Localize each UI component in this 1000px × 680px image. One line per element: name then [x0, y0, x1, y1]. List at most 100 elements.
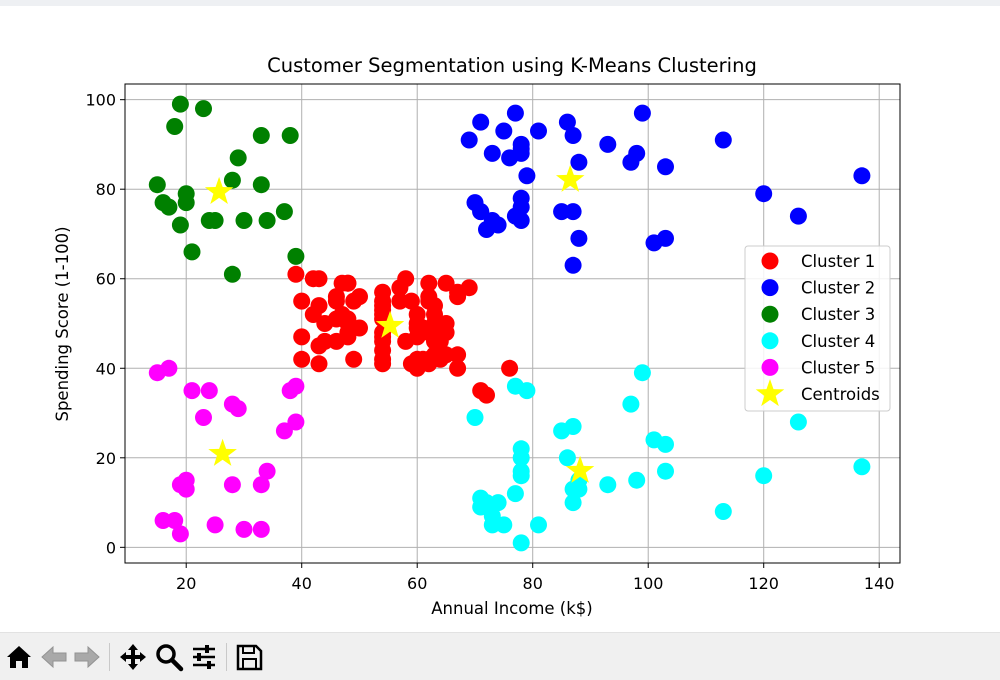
data-point: [171, 95, 189, 113]
chart-title: Customer Segmentation using K-Means Clus…: [267, 54, 757, 77]
data-point: [449, 288, 467, 306]
data-point: [166, 118, 184, 135]
data-point: [506, 485, 524, 503]
x-axis-label: Annual Income (k$): [431, 599, 593, 618]
data-point: [633, 364, 651, 382]
data-point: [287, 247, 305, 265]
data-point: [483, 507, 501, 525]
data-point: [160, 359, 178, 377]
y-axis-label: Spending Score (1-100): [53, 226, 72, 421]
x-tick-label: 20: [176, 574, 196, 593]
data-point: [287, 265, 305, 283]
data-point: [530, 516, 547, 534]
y-tick-label: 80: [96, 180, 116, 199]
data-point: [564, 256, 582, 274]
data-point: [437, 315, 455, 332]
y-tick-label: 100: [85, 91, 116, 110]
data-point: [235, 212, 253, 229]
data-point: [518, 382, 536, 400]
sliders-icon: [193, 645, 215, 669]
figure-canvas: Customer Segmentation using K-Means Clus…: [0, 6, 1000, 632]
legend: Cluster 1 Cluster 2 Cluster 3 Cluster 4 Clus…: [744, 245, 891, 412]
data-point: [183, 382, 201, 400]
legend-label: Centroids: [801, 385, 880, 404]
data-point: [628, 471, 646, 489]
data-point: [657, 435, 674, 453]
data-point: [558, 449, 576, 467]
save-icon: [236, 644, 263, 671]
data-point: [512, 449, 530, 467]
data-point: [599, 476, 617, 494]
data-point: [223, 476, 241, 494]
window-top-strip: [0, 0, 1000, 6]
navigation-toolbar: [0, 632, 1000, 680]
data-point: [160, 198, 178, 216]
data-point: [177, 480, 195, 498]
data-point: [287, 377, 305, 395]
data-point: [489, 494, 507, 512]
data-point: [374, 283, 392, 301]
back-arrow-icon: [41, 645, 67, 669]
data-point: [599, 135, 617, 153]
series-cluster-5: [148, 359, 305, 543]
data-point: [518, 167, 536, 185]
forward-button[interactable]: [72, 642, 102, 672]
data-point: [235, 520, 253, 538]
legend-label: Cluster 4: [801, 332, 875, 351]
zoom-button[interactable]: [154, 642, 184, 672]
data-point: [489, 216, 507, 234]
data-point: [293, 350, 311, 368]
data-point: [258, 462, 276, 480]
data-point: [789, 207, 807, 225]
data-point: [351, 288, 368, 306]
centroid-marker: [556, 164, 585, 192]
back-button[interactable]: [39, 642, 69, 672]
y-tick-label: 40: [96, 359, 116, 378]
home-button[interactable]: [4, 642, 34, 672]
data-point: [530, 122, 547, 140]
plot-frame: [124, 83, 901, 564]
data-point: [281, 127, 299, 144]
toolbar-separator: [226, 643, 227, 671]
data-point: [512, 140, 530, 158]
pan-button[interactable]: [118, 642, 148, 672]
data-point: [171, 525, 189, 543]
data-point: [223, 171, 241, 189]
data-point: [351, 319, 368, 337]
data-point: [252, 127, 270, 144]
legend-marker-star: [755, 379, 785, 407]
legend-marker: [761, 279, 779, 297]
data-point: [570, 153, 588, 171]
data-point: [166, 512, 184, 529]
series-cluster-3: [148, 95, 305, 283]
data-point: [252, 476, 270, 494]
data-point: [310, 355, 328, 373]
data-point: [657, 158, 674, 176]
data-point: [622, 395, 640, 413]
x-tick-label: 60: [407, 574, 427, 593]
data-point: [200, 382, 218, 400]
data-point: [512, 189, 530, 207]
legend-marker: [761, 358, 779, 376]
forward-arrow-icon: [74, 645, 100, 669]
data-point: [345, 350, 363, 368]
save-button[interactable]: [234, 642, 264, 672]
legend-marker: [761, 252, 779, 270]
data-point: [183, 243, 201, 261]
data-point: [628, 144, 646, 162]
data-point: [472, 113, 490, 131]
legend-box: [744, 245, 891, 412]
configure-subplots-button[interactable]: [189, 642, 219, 672]
x-tick-label: 80: [523, 574, 543, 593]
data-point: [564, 418, 582, 435]
data-point: [853, 458, 871, 476]
zoom-icon: [156, 644, 184, 672]
data-point: [426, 297, 443, 315]
data-point: [564, 494, 582, 512]
data-point: [789, 413, 807, 431]
data-point: [374, 332, 392, 350]
centroid-marker: [375, 310, 405, 338]
data-point: [501, 359, 519, 377]
data-point: [293, 328, 311, 346]
data-point: [472, 203, 490, 221]
